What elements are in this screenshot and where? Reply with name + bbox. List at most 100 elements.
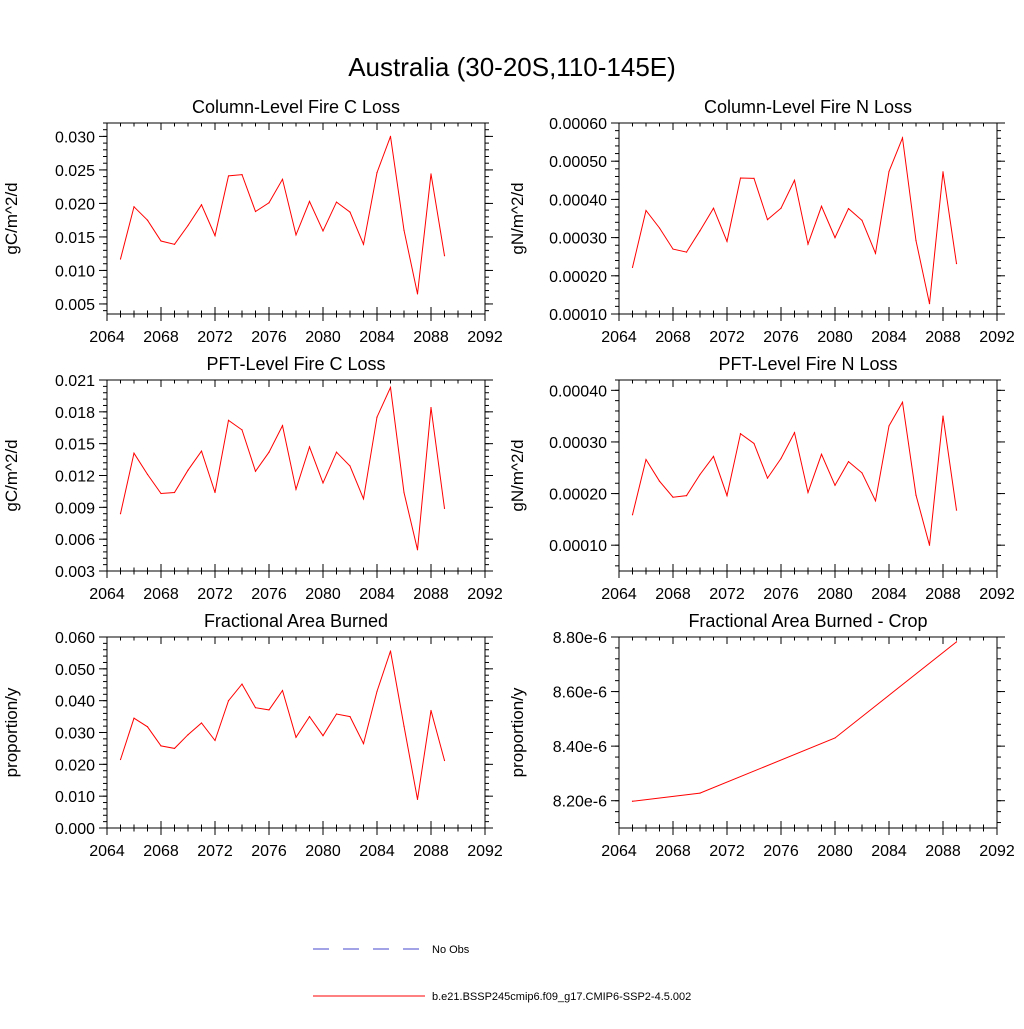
- data-point: [133, 206, 135, 208]
- x-tick-label: 2076: [763, 586, 799, 603]
- data-point: [146, 726, 149, 728]
- legend-no-obs-label: No Obs: [432, 944, 470, 956]
- data-point: [227, 700, 230, 702]
- data-point: [295, 234, 297, 236]
- data-point: [915, 240, 917, 242]
- data-point: [119, 258, 122, 260]
- data-point: [443, 507, 446, 509]
- plot-frame: [618, 122, 998, 315]
- x-tick-label: 2072: [197, 329, 233, 346]
- x-tick-label: 2080: [817, 586, 853, 603]
- data-point: [335, 713, 338, 715]
- x-tick-label: 2076: [763, 329, 799, 346]
- data-point: [631, 266, 634, 268]
- data-point: [403, 229, 405, 231]
- x-tick-label: 2068: [655, 586, 691, 603]
- data-point: [281, 425, 284, 427]
- data-point: [726, 240, 728, 243]
- y-tick-label: 0.00030: [549, 231, 607, 248]
- y-tick-label: 0.00020: [549, 487, 607, 504]
- y-tick-label: 0.00030: [549, 435, 607, 452]
- x-tick-label: 2064: [89, 329, 125, 346]
- y-tick-label: 0.00010: [549, 538, 607, 555]
- data-point: [699, 792, 701, 794]
- data-point: [430, 709, 432, 712]
- panel-title: Column-Level Fire C Loss: [192, 97, 400, 117]
- y-axis-label: gN/m^2/d: [508, 182, 527, 254]
- x-tick-label: 2088: [413, 843, 449, 860]
- series-line: [120, 136, 445, 295]
- data-point: [214, 491, 216, 494]
- data-point: [955, 641, 958, 643]
- x-tick-label: 2080: [817, 843, 853, 860]
- panel-title: PFT-Level Fire C Loss: [206, 354, 385, 374]
- y-axis-label: gC/m^2/d: [2, 182, 21, 254]
- data-point: [726, 495, 728, 497]
- x-tick-label: 2084: [359, 843, 395, 860]
- series-line: [120, 385, 445, 550]
- y-tick-label: 0.006: [55, 532, 95, 549]
- panel-title: Column-Level Fire N Loss: [704, 97, 912, 117]
- plot-frame: [106, 122, 486, 315]
- data-point: [793, 432, 796, 434]
- data-point: [254, 707, 257, 709]
- y-tick-label: 0.015: [55, 437, 95, 454]
- data-point: [955, 509, 958, 511]
- data-point: [901, 401, 904, 403]
- series-line: [632, 400, 957, 546]
- data-point: [834, 484, 836, 486]
- data-point: [699, 230, 701, 232]
- data-point: [281, 689, 284, 692]
- x-tick-label: 2088: [925, 329, 961, 346]
- data-point: [335, 451, 338, 453]
- data-point: [766, 219, 769, 221]
- data-point: [685, 251, 688, 253]
- data-point: [308, 200, 311, 203]
- data-point: [295, 488, 297, 490]
- data-point: [888, 425, 890, 427]
- y-tick-label: 0.050: [55, 662, 95, 679]
- x-tick-label: 2076: [251, 329, 287, 346]
- x-tick-label: 2064: [601, 586, 637, 603]
- data-point: [173, 747, 176, 750]
- x-tick-label: 2076: [763, 843, 799, 860]
- y-tick-label: 0.009: [55, 500, 95, 517]
- data-point: [658, 227, 661, 229]
- data-point: [349, 465, 351, 467]
- data-point: [187, 224, 189, 227]
- data-point: [928, 303, 931, 305]
- x-tick-label: 2092: [467, 586, 503, 603]
- y-tick-label: 8.20e-6: [553, 794, 607, 811]
- legend: No Obs b.e21.BSSP245cmip6.f09_g17.CMIP6-…: [313, 944, 691, 1003]
- plot-frame: [618, 379, 998, 572]
- data-point: [780, 457, 782, 460]
- data-point: [268, 451, 270, 453]
- data-point: [739, 177, 742, 179]
- y-tick-label: 0.025: [55, 163, 95, 180]
- data-point: [416, 293, 419, 295]
- x-tick-label: 2064: [601, 329, 637, 346]
- data-point: [430, 406, 432, 409]
- data-point: [712, 207, 715, 209]
- data-point: [160, 745, 162, 747]
- data-point: [146, 219, 149, 221]
- data-point: [955, 262, 958, 265]
- data-point: [861, 472, 863, 474]
- data-point: [793, 179, 796, 181]
- data-point: [820, 205, 823, 207]
- x-tick-label: 2084: [359, 586, 395, 603]
- series-line: [632, 135, 957, 304]
- data-point: [281, 178, 284, 180]
- data-point: [362, 743, 365, 745]
- data-point: [160, 240, 162, 242]
- y-tick-label: 0.021: [55, 373, 95, 390]
- y-axis-label: proportion/y: [2, 687, 21, 777]
- data-point: [928, 544, 931, 546]
- y-tick-label: 0.010: [55, 789, 95, 806]
- x-tick-label: 2088: [413, 329, 449, 346]
- x-tick-label: 2064: [89, 586, 125, 603]
- data-point: [942, 415, 944, 417]
- y-tick-label: 8.60e-6: [553, 685, 607, 702]
- y-tick-label: 0.00040: [549, 192, 607, 209]
- y-tick-label: 0.020: [55, 757, 95, 774]
